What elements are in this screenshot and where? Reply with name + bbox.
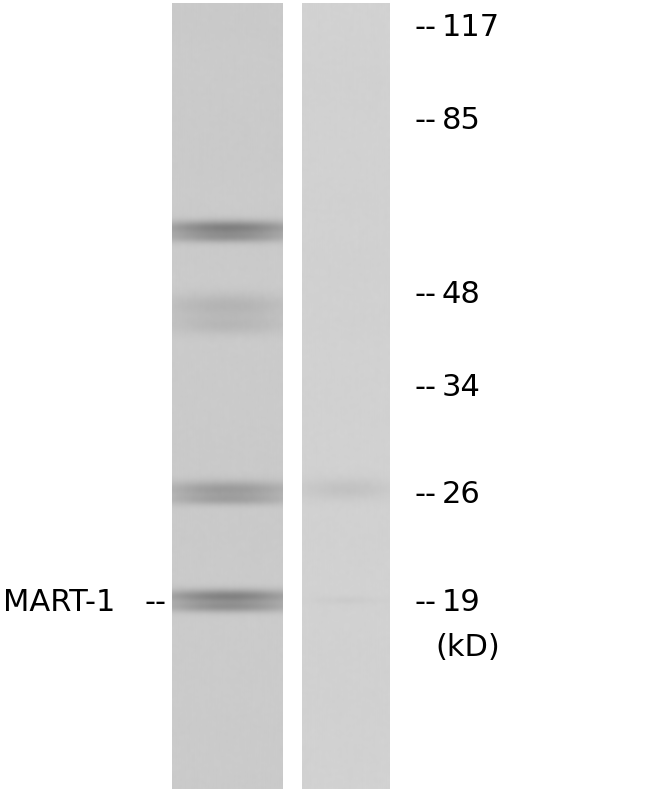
Text: 26: 26 [442, 480, 481, 509]
Text: 48: 48 [442, 280, 481, 309]
Text: (kD): (kD) [436, 634, 500, 662]
Text: --: -- [415, 105, 437, 135]
Text: 117: 117 [442, 13, 500, 42]
Text: --: -- [415, 588, 437, 617]
Text: 85: 85 [442, 105, 481, 135]
Text: --: -- [144, 588, 166, 617]
Text: --: -- [415, 480, 437, 509]
Text: MART-1: MART-1 [3, 588, 116, 617]
Text: 34: 34 [442, 373, 481, 401]
Text: --: -- [415, 13, 437, 42]
Text: 19: 19 [442, 588, 481, 617]
Text: --: -- [415, 373, 437, 401]
Text: --: -- [415, 280, 437, 309]
